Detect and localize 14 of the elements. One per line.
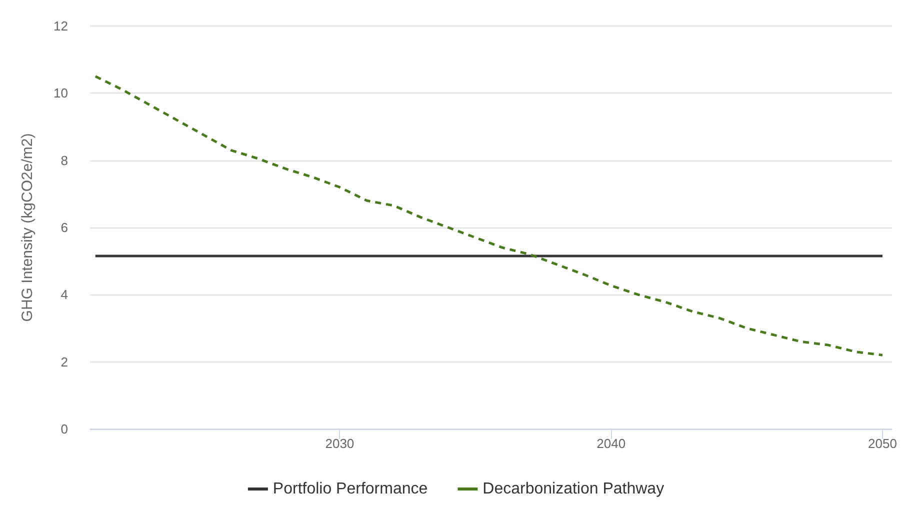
line-series xyxy=(94,75,884,356)
y-tick-label: 4 xyxy=(60,287,68,302)
x-tick-label: 2030 xyxy=(325,436,354,451)
y-tick-label: 0 xyxy=(60,422,68,436)
legend-label: Decarbonization Pathway xyxy=(482,480,664,498)
y-tick-label: 10 xyxy=(54,86,68,101)
x-tick-label: 2040 xyxy=(596,436,626,451)
y-axis-title: GHG Intensity (kgCO2e/m2) xyxy=(19,133,36,322)
legend-label: Portfolio Performance xyxy=(272,480,428,498)
x-tick-label: 2050 xyxy=(868,436,897,451)
y-tick-label: 12 xyxy=(54,18,68,34)
y-tick-label: 8 xyxy=(60,152,68,168)
y-tick-label: 2 xyxy=(60,354,68,370)
y-tick-label: 6 xyxy=(60,220,68,235)
